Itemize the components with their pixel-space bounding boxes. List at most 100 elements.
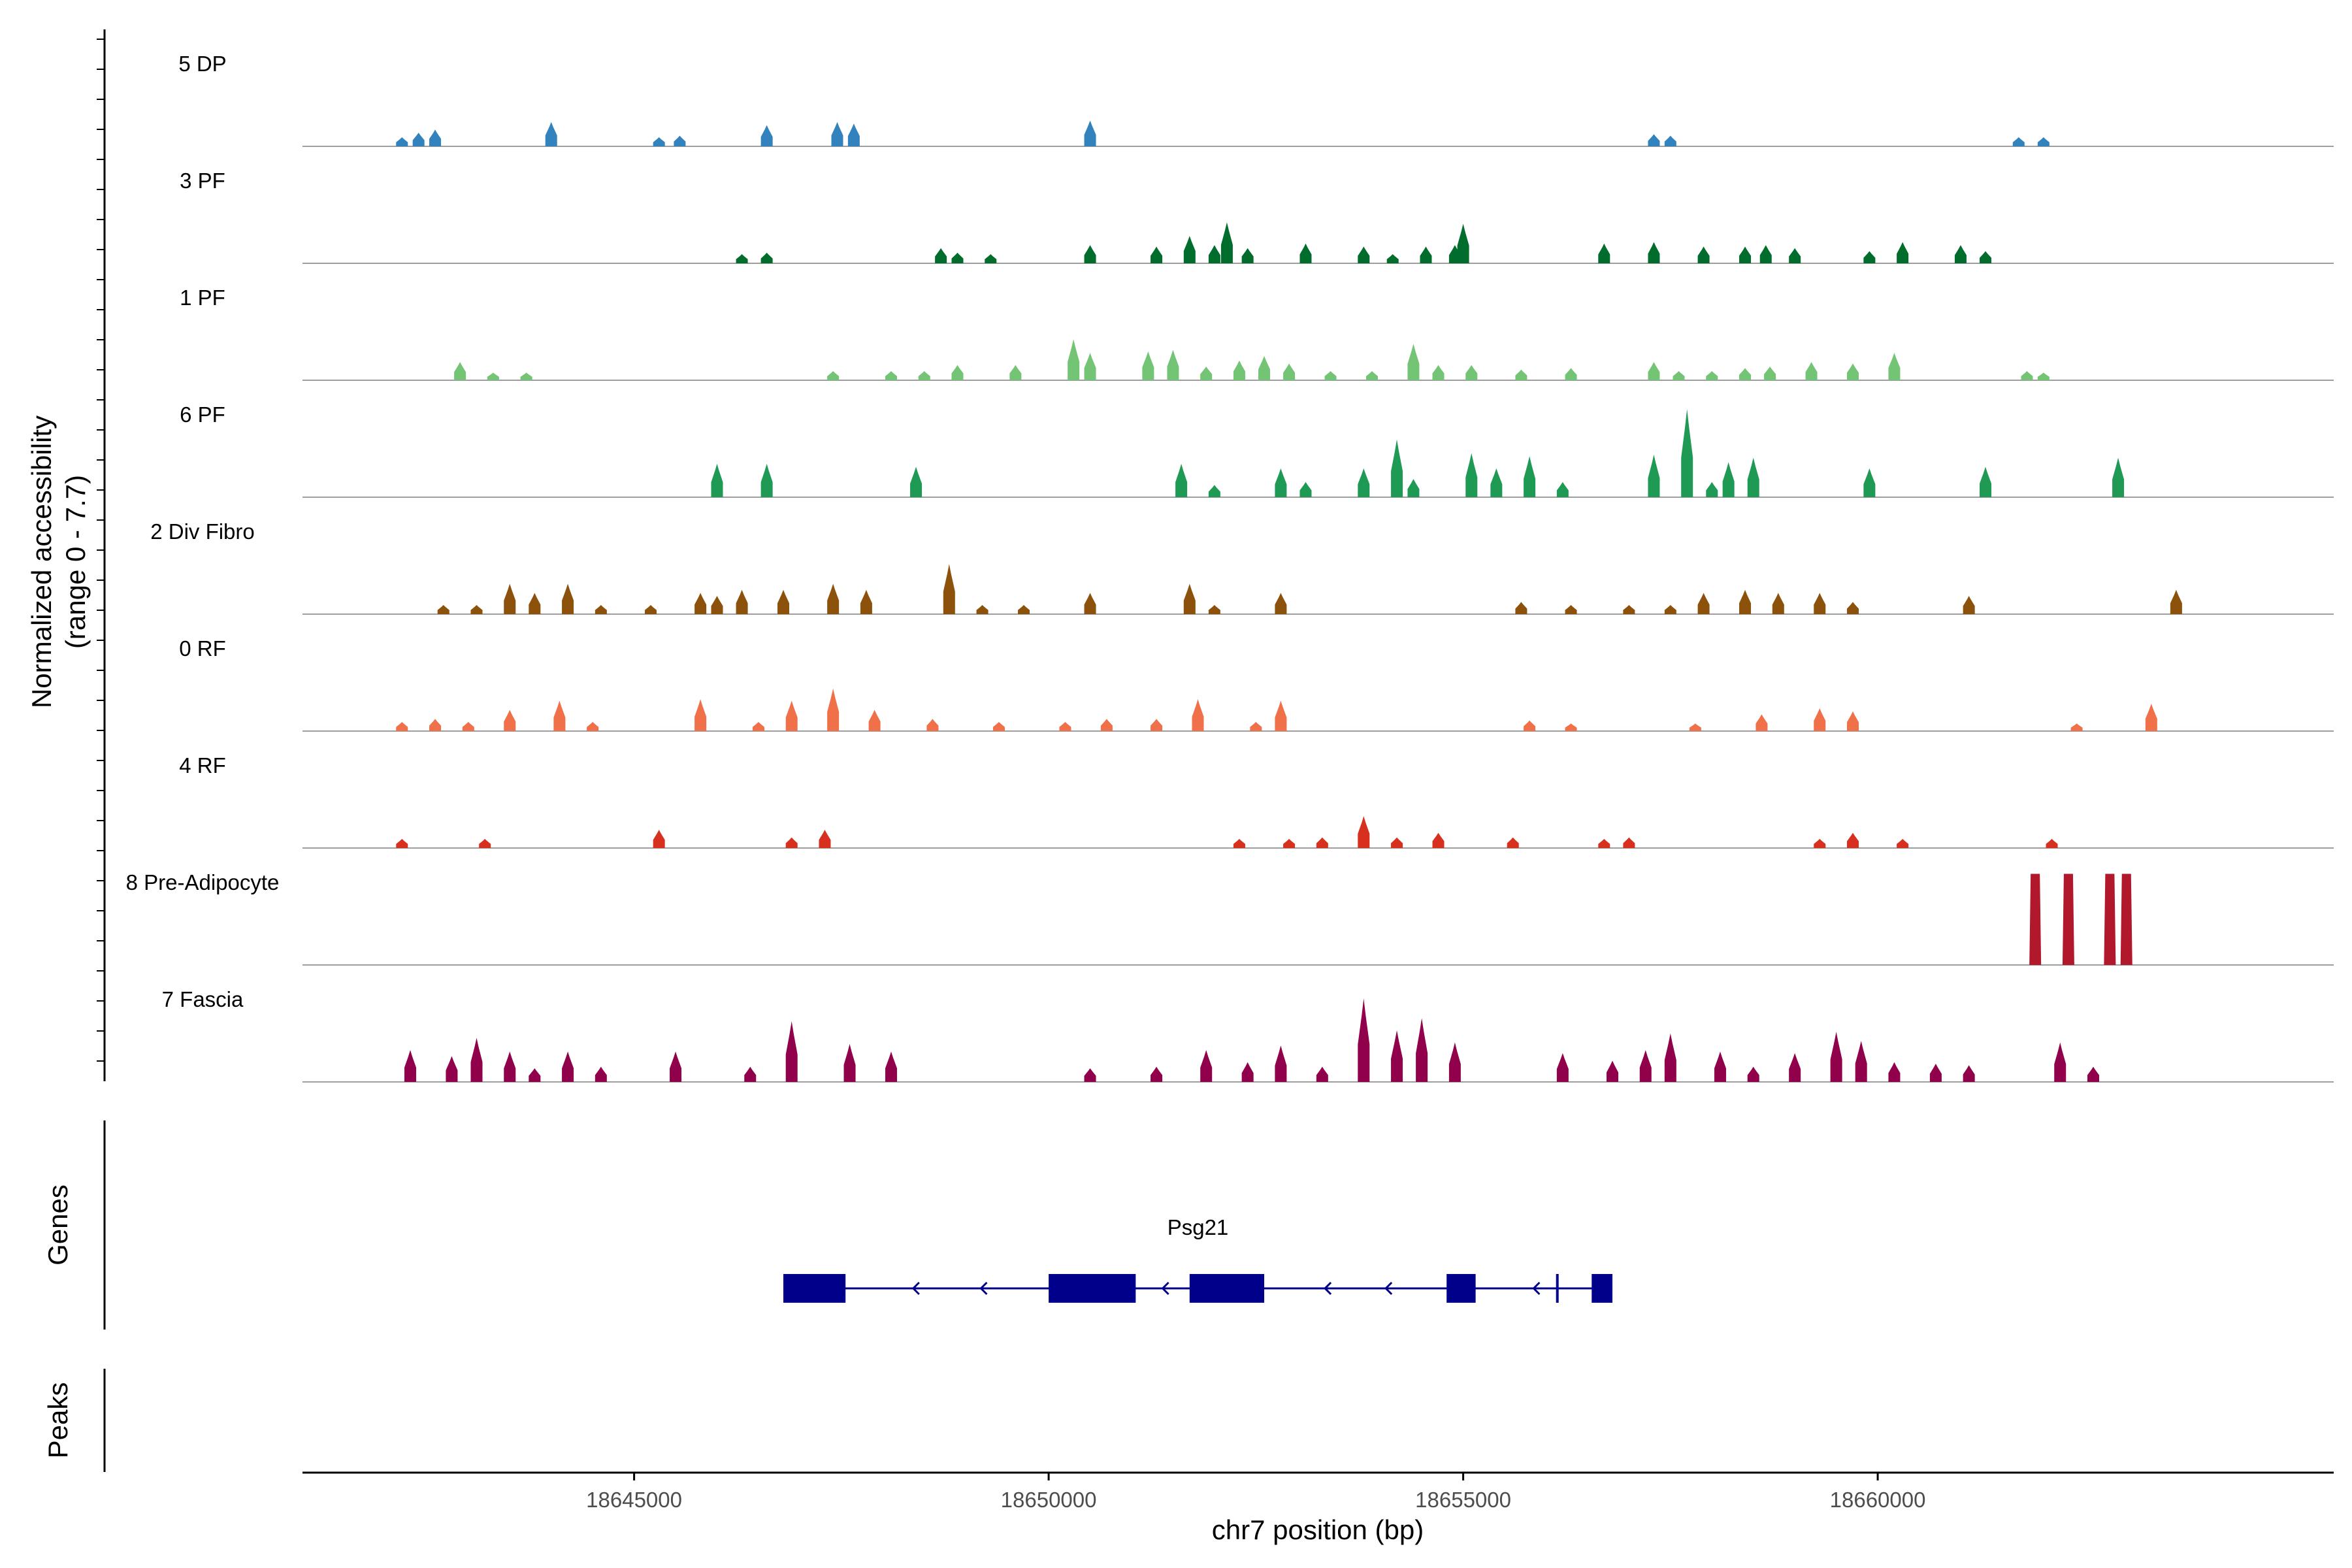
coverage-tracks: 5 DP 3 PF 1 PF 6 PF 2 Div Fibro 0 RF 4 RF 8 Pre… xyxy=(126,52,2334,1083)
coverage-peak xyxy=(2054,1042,2066,1082)
y-axis-range: (range 0 - 7.7) xyxy=(60,475,91,649)
coverage-peak xyxy=(1863,251,1876,263)
coverage-peak xyxy=(1565,368,1577,380)
strand-arrow xyxy=(1532,1281,1541,1296)
gene-exon xyxy=(783,1274,846,1303)
coverage-peak xyxy=(1739,246,1752,263)
coverage-peak xyxy=(487,372,499,380)
coverage-peak xyxy=(918,371,930,380)
strand-arrow xyxy=(1161,1281,1169,1296)
coverage-peak xyxy=(653,830,665,848)
coverage-peak xyxy=(752,722,764,731)
coverage-peak xyxy=(827,688,840,731)
coverage-peak xyxy=(1789,248,1801,263)
coverage-peak xyxy=(1448,1042,1461,1082)
coverage-peak xyxy=(1556,482,1569,497)
coverage-peak xyxy=(985,254,997,263)
coverage-peak xyxy=(470,605,483,614)
coverage-peak xyxy=(1846,711,1859,731)
coverage-peak xyxy=(562,583,574,614)
gene-exon xyxy=(1049,1274,1136,1303)
coverage-peak xyxy=(1233,839,1245,848)
coverage-peak xyxy=(529,1068,541,1082)
coverage-peak xyxy=(910,466,923,497)
coverage-peak xyxy=(1200,367,1213,380)
coverage-peak xyxy=(992,722,1005,731)
coverage-peak xyxy=(1391,439,1403,497)
coverage-peak xyxy=(2070,723,2083,731)
coverage-peak xyxy=(885,371,897,380)
track-1-pf: 1 PF xyxy=(180,286,2334,381)
track-label: 4 RF xyxy=(179,753,226,777)
coverage-peak xyxy=(1200,1050,1213,1082)
coverage-peak xyxy=(943,564,955,614)
coverage-peak xyxy=(2029,874,2042,965)
coverage-peak xyxy=(1697,246,1710,263)
gene-exon xyxy=(1592,1274,1612,1303)
coverage-peak xyxy=(1316,1066,1328,1082)
coverage-peak xyxy=(736,589,748,614)
coverage-peak xyxy=(847,123,860,146)
coverage-peak xyxy=(1980,466,1992,497)
coverage-peak xyxy=(446,1056,458,1082)
coverage-peak xyxy=(1846,832,1859,848)
strand-arrow xyxy=(1384,1281,1393,1296)
coverage-peak xyxy=(1764,367,1776,380)
coverage-peak xyxy=(1623,605,1635,614)
coverage-peak xyxy=(396,137,408,146)
coverage-peak xyxy=(777,589,790,614)
coverage-peak xyxy=(1639,1050,1652,1082)
coverage-peak xyxy=(827,583,840,614)
coverage-peak xyxy=(1664,1033,1676,1082)
track-4-rf: 4 RF xyxy=(179,753,2334,849)
coverage-peak xyxy=(1980,251,1992,263)
coverage-peak xyxy=(1673,371,1685,380)
coverage-peak xyxy=(1208,245,1220,263)
coverage-peak xyxy=(1739,368,1752,380)
coverage-peak xyxy=(1648,454,1660,497)
track-7-fascia: 7 Fascia xyxy=(162,987,2334,1083)
coverage-peak xyxy=(760,125,773,146)
coverage-peak xyxy=(1407,344,1420,380)
coverage-peak xyxy=(1648,242,1660,263)
coverage-peak xyxy=(1358,816,1370,848)
coverage-peak xyxy=(1814,708,1826,731)
coverage-peak xyxy=(1747,1066,1759,1082)
coverage-peak xyxy=(2170,589,2182,614)
track-label: 0 RF xyxy=(179,636,226,661)
coverage-peak xyxy=(1805,362,1818,380)
coverage-peak xyxy=(1009,365,1022,380)
coverage-peak xyxy=(644,605,657,614)
coverage-peak xyxy=(1697,593,1710,614)
coverage-peak xyxy=(462,722,474,731)
coverage-peak xyxy=(670,1051,682,1082)
coverage-peak xyxy=(412,133,425,146)
coverage-peak xyxy=(1241,248,1254,263)
coverage-peak xyxy=(587,722,599,731)
accessibility-y-axis xyxy=(97,29,106,1081)
coverage-peak xyxy=(976,605,988,614)
gene-exon xyxy=(1189,1274,1265,1303)
coverage-peak xyxy=(2104,874,2116,965)
gene-exon xyxy=(1446,1274,1476,1303)
coverage-peak xyxy=(1888,353,1901,380)
coverage-peak xyxy=(1151,719,1163,731)
coverage-peak xyxy=(1275,1045,1287,1082)
coverage-peak xyxy=(744,1066,757,1082)
track-8-pre-adipocyte: 8 Pre-Adipocyte xyxy=(126,870,2334,966)
coverage-peak xyxy=(1018,605,1030,614)
coverage-peak xyxy=(504,710,516,731)
coverage-peak xyxy=(520,372,532,380)
coverage-peak xyxy=(1358,468,1370,497)
coverage-peak xyxy=(1183,583,1196,614)
coverage-peak xyxy=(595,1066,607,1082)
coverage-peak xyxy=(1963,596,1975,614)
coverage-peak xyxy=(1175,463,1188,497)
coverage-peak xyxy=(1897,242,1909,263)
coverage-peak xyxy=(595,605,607,614)
strand-arrow xyxy=(1323,1281,1332,1296)
coverage-peak xyxy=(1714,1051,1726,1082)
genes-panel-title: Genes xyxy=(42,1184,73,1266)
coverage-peak xyxy=(429,719,442,731)
coverage-peak xyxy=(1142,351,1154,380)
